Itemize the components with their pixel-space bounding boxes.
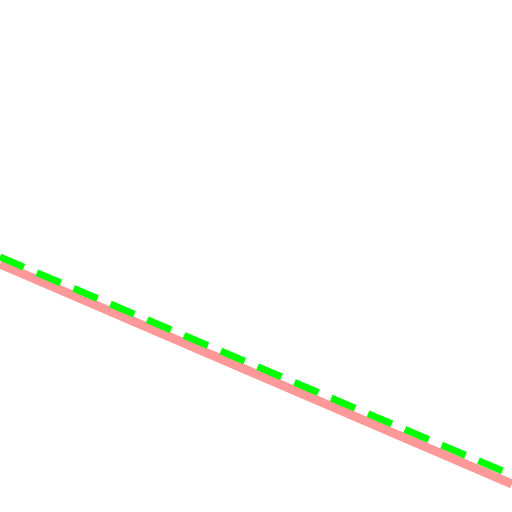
- dashed-green-line: [0, 253, 512, 479]
- solid-pink-line: [0, 259, 512, 489]
